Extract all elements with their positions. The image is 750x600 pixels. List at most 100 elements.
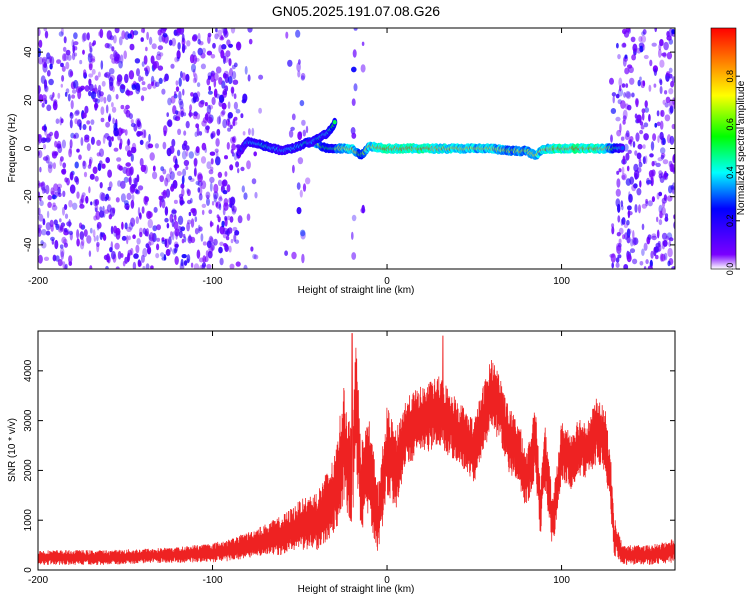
heatmap-cell <box>62 206 65 216</box>
heatmap-cell <box>90 58 96 63</box>
heatmap-cell <box>188 175 193 181</box>
y-tick-label: 3000 <box>23 409 34 432</box>
heatmap-cell <box>118 60 123 69</box>
heatmap-cell <box>90 136 95 145</box>
heatmap-cell <box>665 96 671 104</box>
heatmap-cell <box>640 35 647 43</box>
figure-title: GN05.2025.191.07.08.G26 <box>272 3 440 19</box>
heatmap-cell <box>83 69 87 77</box>
heatmap-cell <box>610 253 616 263</box>
heatmap-cell <box>217 171 223 178</box>
heatmap-cell <box>208 85 211 92</box>
heatmap-cell <box>41 58 46 68</box>
heatmap-cell <box>125 205 130 211</box>
heatmap-cell <box>41 56 48 63</box>
heatmap-cell <box>621 83 626 88</box>
heatmap-cell <box>638 36 643 43</box>
heatmap-cell <box>157 65 164 71</box>
colorbar-tick-label: 0.4 <box>725 166 735 179</box>
heatmap-cell <box>610 134 613 143</box>
heatmap-cell <box>670 80 675 88</box>
heatmap-cell <box>642 80 646 87</box>
heatmap-cell <box>200 63 206 70</box>
heatmap-cell <box>181 33 185 43</box>
heatmap-cell <box>223 52 227 62</box>
heatmap-cell <box>162 141 167 150</box>
heatmap-cell <box>215 202 219 207</box>
heatmap-cell <box>191 35 198 42</box>
heatmap-cell <box>110 225 114 235</box>
heatmap-cell <box>46 210 50 219</box>
heatmap-cell <box>258 107 262 114</box>
heatmap-cell <box>168 236 172 245</box>
heatmap-cell <box>106 136 112 141</box>
heatmap-cell <box>101 80 106 87</box>
heatmap-cell <box>217 179 223 186</box>
heatmap-cell <box>133 253 139 259</box>
heatmap-cell <box>198 257 205 263</box>
heatmap-cell <box>113 147 119 152</box>
heatmap-cell <box>150 55 155 64</box>
y-tick-label: 4000 <box>23 359 34 382</box>
heatmap-cell <box>212 42 216 49</box>
heatmap-cell <box>667 247 673 258</box>
heatmap-cell <box>108 181 113 189</box>
heatmap-cell <box>146 31 150 41</box>
heatmap-cell <box>98 84 102 93</box>
heatmap-cell <box>90 201 93 206</box>
heatmap-cell <box>650 250 654 259</box>
heatmap-cell <box>175 86 180 92</box>
heatmap-cell <box>84 105 89 114</box>
heatmap-cell <box>615 93 620 99</box>
heatmap-cell <box>63 36 67 44</box>
heatmap-cell <box>136 238 141 245</box>
heatmap-cell <box>88 83 94 92</box>
heatmap-cell <box>252 253 257 260</box>
heatmap-cell <box>166 222 170 229</box>
heatmap-cell <box>166 147 172 157</box>
heatmap-cell <box>74 161 79 169</box>
heatmap-cell <box>185 120 190 129</box>
heatmap-cell <box>176 28 182 34</box>
heatmap-cell <box>230 28 236 34</box>
heatmap-cell <box>116 157 122 162</box>
heatmap-cell <box>99 231 103 241</box>
heatmap-cell <box>351 214 357 222</box>
heatmap-cell <box>60 156 64 162</box>
heatmap-cell <box>216 128 221 136</box>
heatmap-cell <box>178 77 182 87</box>
heatmap-cell <box>636 47 642 54</box>
heatmap-cell <box>663 41 669 51</box>
heatmap-cell <box>210 54 216 59</box>
heatmap-cell <box>234 239 240 244</box>
heatmap-cell <box>633 237 639 245</box>
heatmap-cell <box>258 74 264 80</box>
heatmap-cell <box>140 254 145 263</box>
heatmap-cell <box>91 68 96 75</box>
heatmap-cell <box>169 247 172 252</box>
heatmap-cell <box>618 168 622 173</box>
heatmap-cell <box>661 197 667 204</box>
heatmap-cell <box>140 76 144 82</box>
heatmap-cell <box>168 39 173 46</box>
heatmap-cell <box>156 224 162 231</box>
heatmap-cell <box>251 127 255 137</box>
heatmap-cell <box>115 53 121 64</box>
heatmap-cell <box>117 250 122 260</box>
heatmap-cell <box>188 151 194 159</box>
heatmap-cell <box>46 104 52 112</box>
heatmap-cell <box>220 49 225 59</box>
heatmap-cell <box>137 120 142 128</box>
heatmap-cell <box>177 215 184 225</box>
heatmap-cell <box>300 75 305 81</box>
heatmap-cell <box>99 210 105 218</box>
heatmap-cell <box>218 203 222 211</box>
heatmap-cell <box>41 229 47 236</box>
heatmap-cell <box>53 183 59 192</box>
heatmap-cell <box>207 32 212 38</box>
heatmap-cell <box>96 241 100 247</box>
heatmap-cell <box>183 260 188 266</box>
spectrogram-y-axis-label: Frequency (Hz) <box>7 114 18 183</box>
heatmap-cell <box>125 109 131 118</box>
heatmap-cell <box>237 42 241 48</box>
